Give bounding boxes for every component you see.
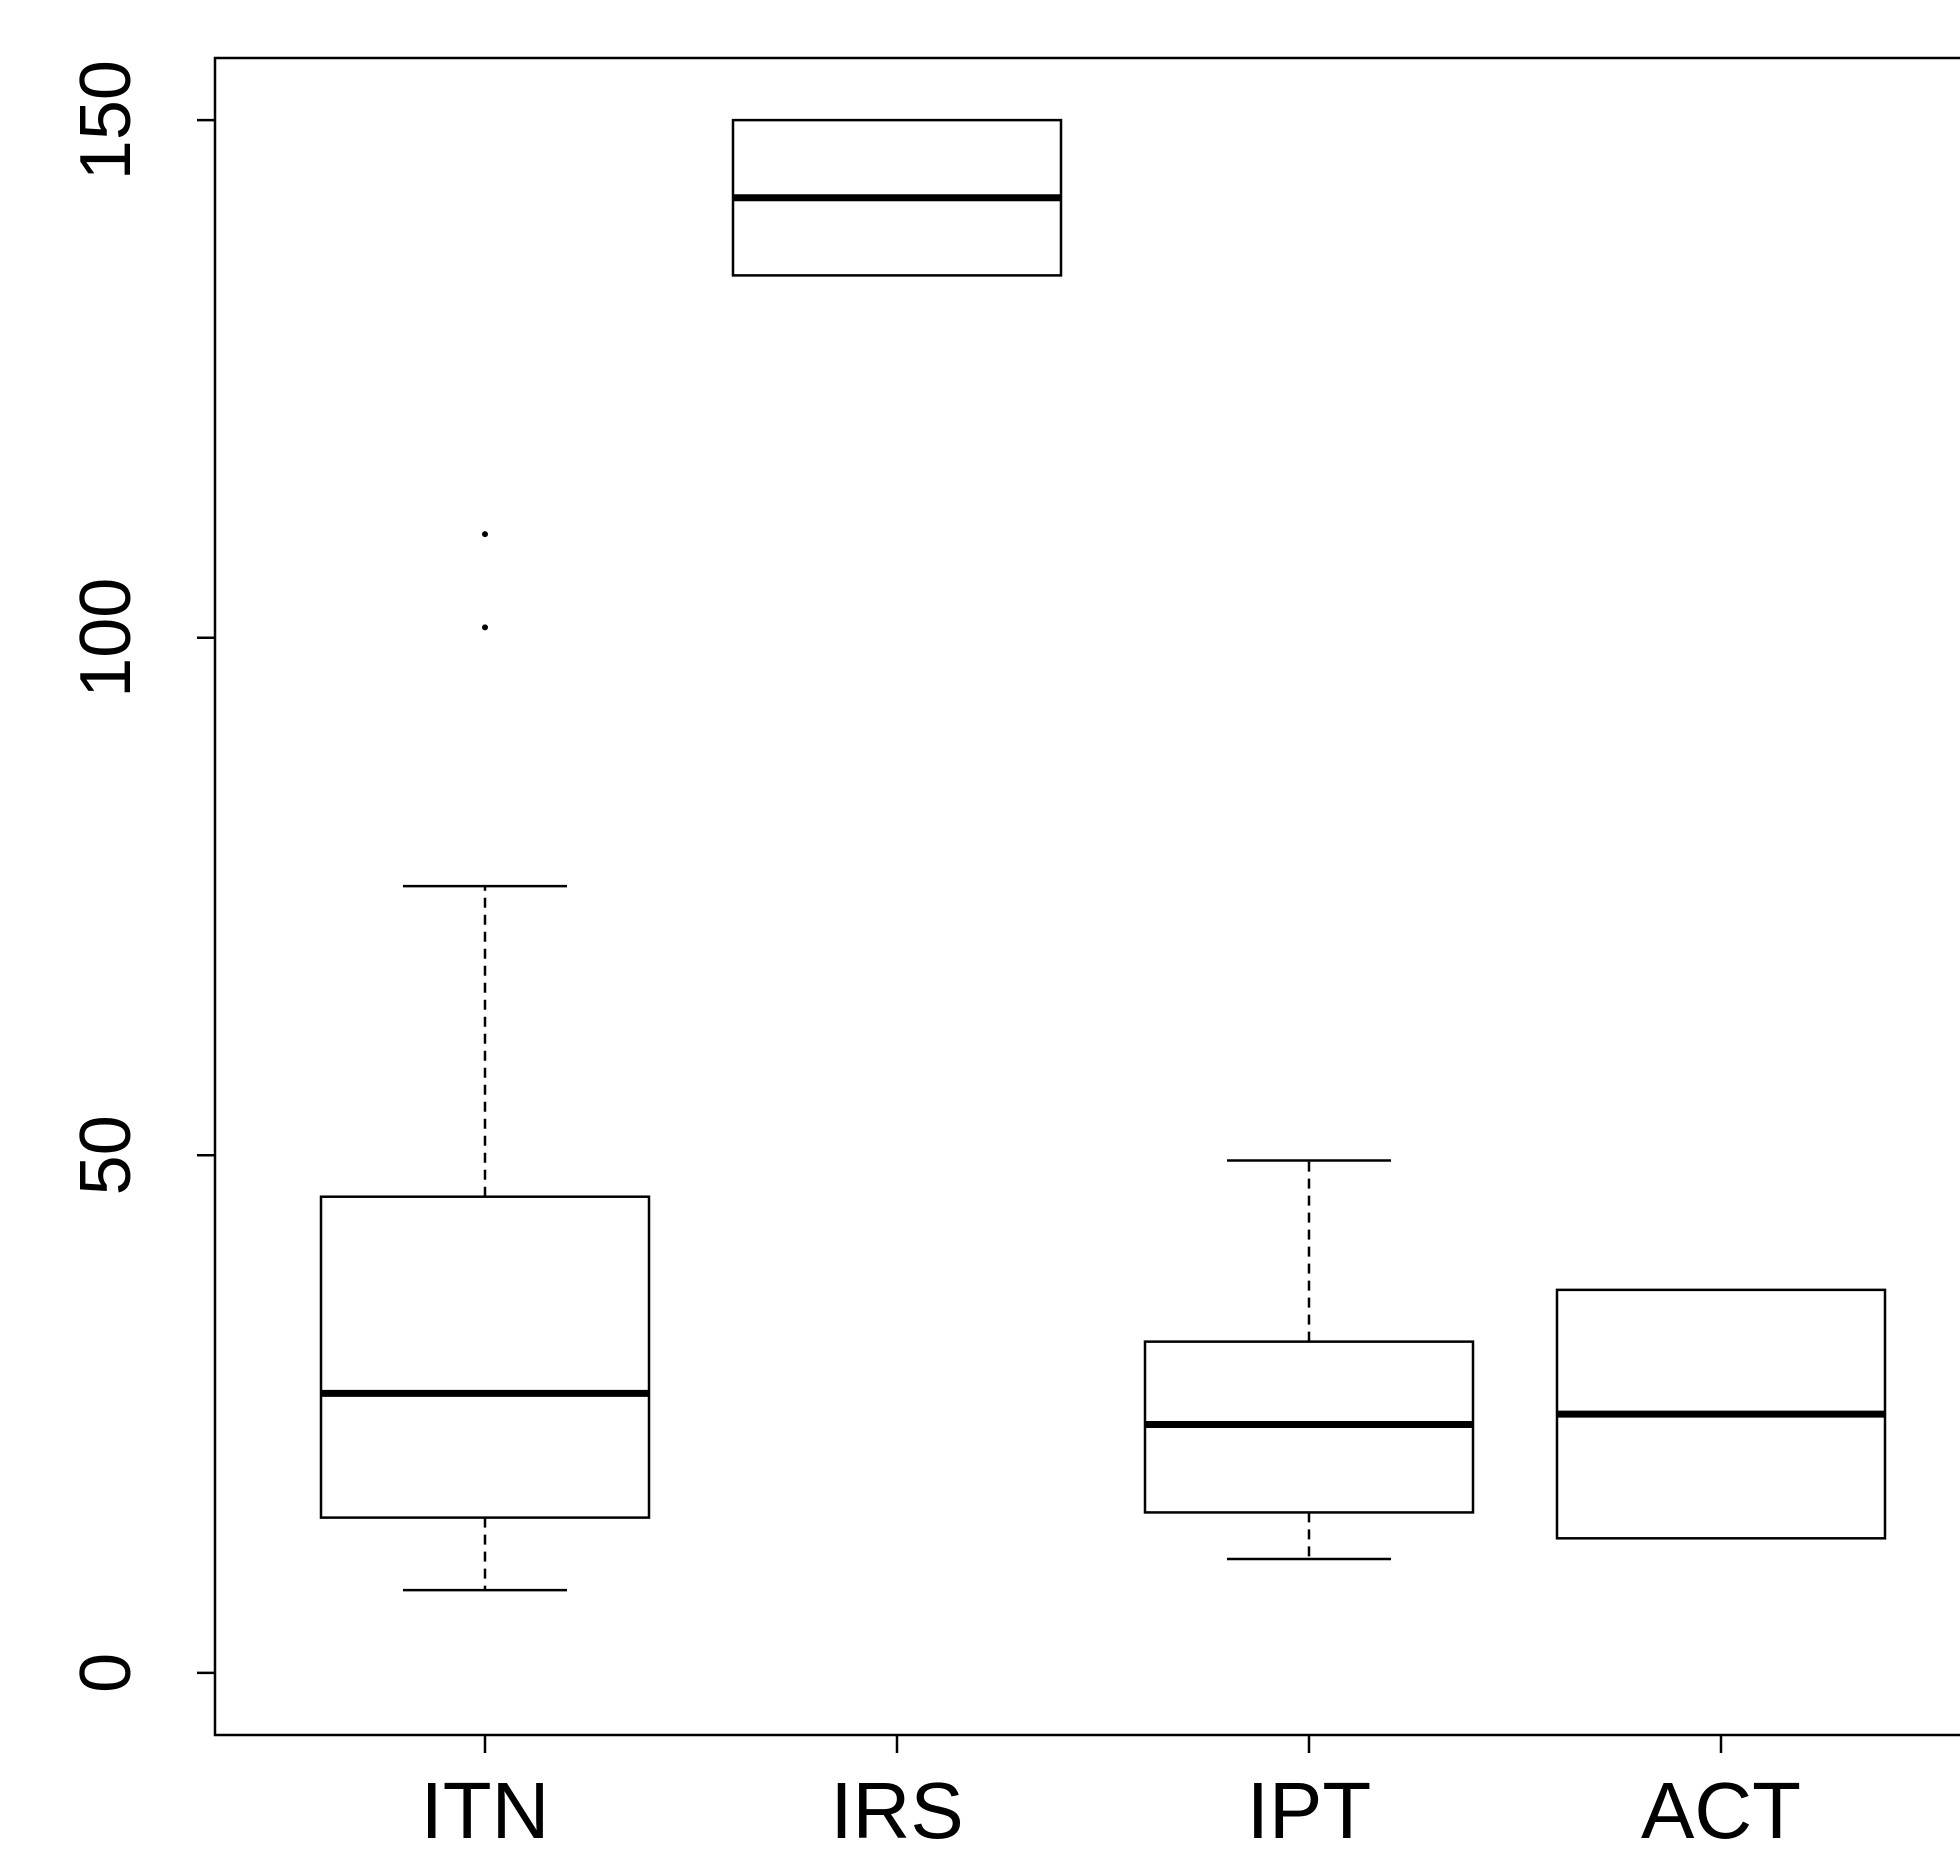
x-tick-label-irs: IRS: [830, 1766, 963, 1853]
y-tick-label-0: 0: [66, 1653, 146, 1693]
boxes-group: [319, 118, 1887, 1592]
outlier-itn-1: [482, 531, 488, 538]
y-tick-label-50: 50: [66, 1115, 146, 1195]
x-axis: ITN IRS IPT ACT: [421, 1735, 1801, 1853]
outlier-itn-0: [482, 624, 488, 631]
y-tick-label-150: 150: [66, 60, 146, 180]
box-ipt: [1143, 1159, 1475, 1561]
x-tick-label-ipt: IPT: [1247, 1766, 1371, 1853]
box-act: [1555, 1288, 1887, 1540]
box-itn: [319, 531, 651, 1592]
y-axis: 0 50 100 150: [66, 60, 215, 1693]
box-irs: [731, 118, 1063, 277]
plot-frame: [213, 56, 1960, 1737]
y-tick-label-100: 100: [66, 578, 146, 698]
x-tick-label-itn: ITN: [421, 1766, 550, 1853]
x-tick-label-act: ACT: [1641, 1766, 1801, 1853]
iqr-box-itn: [319, 1195, 651, 1519]
